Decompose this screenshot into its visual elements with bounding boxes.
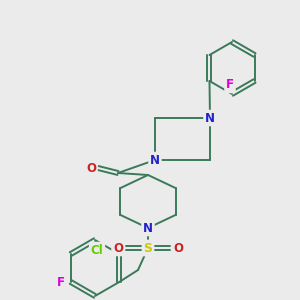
Text: S: S: [143, 242, 152, 254]
Text: N: N: [143, 221, 153, 235]
Text: Cl: Cl: [91, 244, 103, 256]
Text: O: O: [86, 161, 96, 175]
Text: F: F: [57, 275, 65, 289]
Text: O: O: [113, 242, 123, 254]
Text: F: F: [226, 79, 234, 92]
Text: N: N: [205, 112, 215, 124]
Text: O: O: [173, 242, 183, 254]
Text: N: N: [150, 154, 160, 166]
